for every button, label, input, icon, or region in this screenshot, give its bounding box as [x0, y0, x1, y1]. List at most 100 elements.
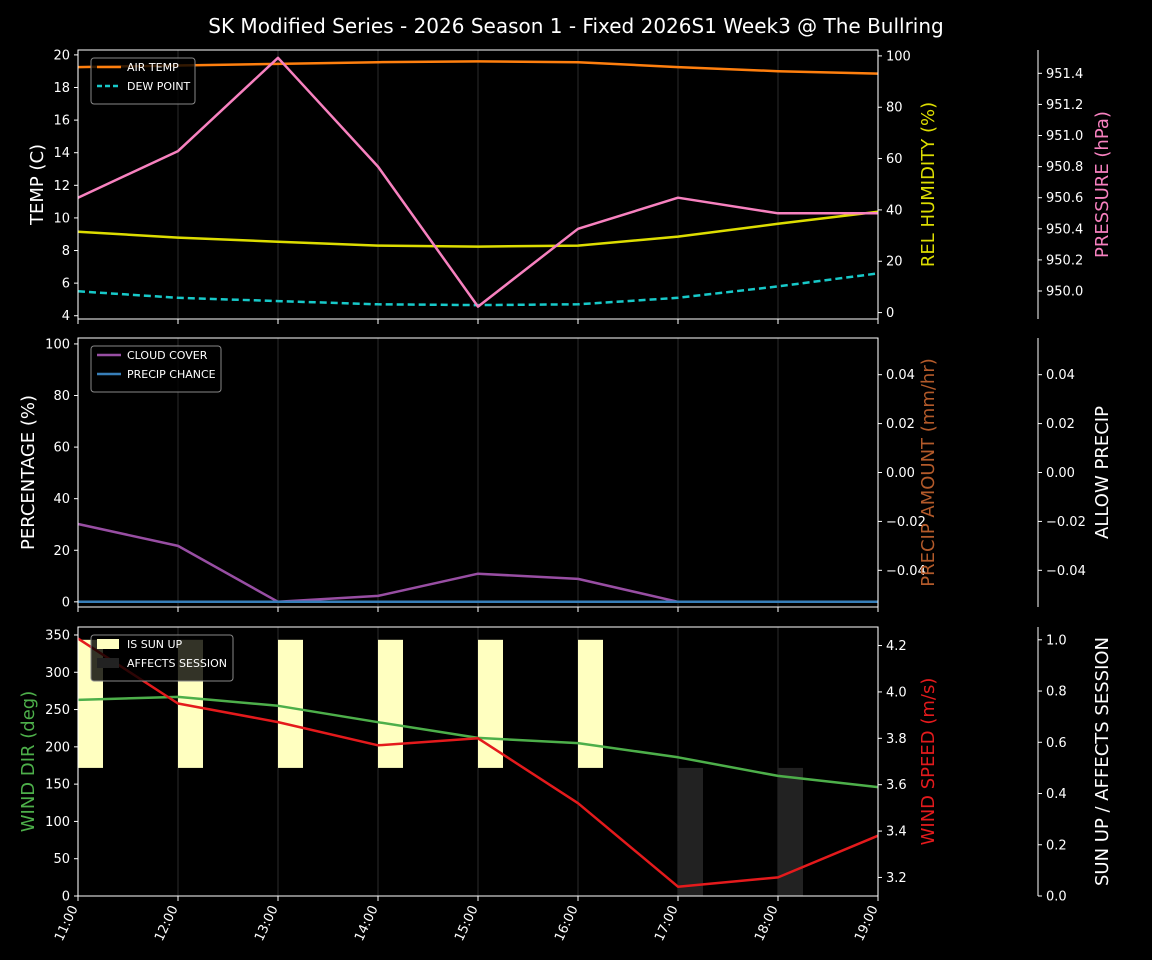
left-tick-label: 350: [45, 628, 70, 643]
bar-is-sun-up: [578, 639, 603, 768]
right-tick-label: 0.04: [886, 368, 915, 383]
right2-axis-label: SUN UP / AFFECTS SESSION: [1092, 637, 1113, 886]
right2-tick-label: 950.2: [1046, 253, 1083, 268]
left-tick-label: 16: [53, 114, 70, 129]
left-tick-label: 8: [62, 244, 70, 259]
left-tick-label: 18: [53, 81, 70, 96]
right-tick-label: 0.02: [886, 417, 915, 432]
right-tick-label: 4.0: [886, 685, 907, 700]
right2-tick-label: −0.02: [1046, 515, 1086, 530]
panel-2: 0 20 40 60 80 100 −0.04 −0.02 0.00 0.02 0.04 −0.04 −…: [18, 337, 1113, 612]
right2-tick-label: 0.04: [1046, 368, 1075, 383]
right-tick-label: 100: [886, 49, 911, 64]
legend-label: CLOUD COVER: [127, 349, 208, 362]
right2-tick-label: 0.8: [1046, 685, 1067, 700]
right2-tick-label: 950.6: [1046, 191, 1083, 206]
legend-box: [90, 345, 222, 393]
right-tick-label: 40: [886, 203, 903, 218]
left-tick-label: 6: [62, 277, 70, 292]
series-line-right-1: [77, 637, 879, 888]
legend-label: AFFECTS SESSION: [127, 657, 227, 670]
right-tick-label: 80: [886, 101, 903, 116]
x-tick-label: 15:00: [452, 903, 481, 943]
right-tick-label: 4.2: [886, 639, 907, 654]
bar-is-sun-up: [478, 639, 503, 768]
panel-3: 0 50 100 150 200 250 300 350 3.2 3.4 3.6 3.8 4.0 4.2 0…: [18, 626, 1113, 944]
left-tick-label: 0: [62, 890, 70, 905]
left-tick-label: 20: [53, 544, 70, 559]
legend: AIR TEMP DEW POINT: [90, 57, 196, 105]
left-tick-label: 12: [53, 179, 70, 194]
left-tick-label: 4: [62, 309, 70, 324]
right2-tick-label: 0.02: [1046, 417, 1075, 432]
x-tick-label: 13:00: [252, 903, 281, 943]
left-tick-label: 20: [53, 48, 70, 63]
right2-tick-label: 0.2: [1046, 838, 1067, 853]
right2-tick-label: 1.0: [1046, 633, 1067, 648]
right-axis-label: WIND SPEED (m/s): [918, 678, 939, 846]
x-tick-label: 12:00: [152, 903, 181, 943]
right2-tick-label: 0.4: [1046, 787, 1067, 802]
right-tick-label: 3.8: [886, 732, 907, 747]
right2-tick-label: 950.4: [1046, 222, 1083, 237]
right-tick-label: −0.02: [886, 515, 926, 530]
right2-tick-label: 950.8: [1046, 160, 1083, 175]
right-axis-label: PRECIP AMOUNT (mm/hr): [918, 358, 939, 587]
left-tick-label: 100: [45, 337, 70, 352]
x-tick-label: 19:00: [852, 903, 881, 943]
legend-label: PRECIP CHANCE: [127, 368, 216, 381]
left-tick-label: 50: [53, 852, 70, 867]
left-tick-label: 60: [53, 441, 70, 456]
x-tick-label: 17:00: [652, 903, 681, 943]
legend-swatch: [97, 639, 119, 649]
right2-tick-label: 0.00: [1046, 466, 1075, 481]
left-tick-label: 200: [45, 740, 70, 755]
right2-tick-label: 951.0: [1046, 129, 1083, 144]
left-tick-label: 40: [53, 492, 70, 507]
series-line-right-2: [77, 210, 879, 248]
left-tick-label: 100: [45, 815, 70, 830]
legend-swatch: [97, 658, 119, 668]
right-tick-label: 60: [886, 152, 903, 167]
chart-title: SK Modified Series - 2026 Season 1 - Fix…: [208, 14, 944, 38]
legend-box: [90, 57, 196, 105]
right-tick-label: 3.4: [886, 825, 907, 840]
left-tick-label: 300: [45, 666, 70, 681]
x-tick-label: 14:00: [352, 903, 381, 943]
left-axis-label: TEMP (C): [27, 144, 48, 226]
left-tick-label: 80: [53, 389, 70, 404]
series-line-right2-3: [77, 56, 878, 308]
right2-axis-label: ALLOW PRECIP: [1092, 406, 1113, 539]
right-tick-label: 3.6: [886, 778, 907, 793]
right-tick-label: −0.04: [886, 564, 926, 579]
left-tick-label: 10: [53, 211, 70, 226]
left-tick-label: 0: [62, 595, 70, 610]
right2-tick-label: 951.2: [1046, 98, 1083, 113]
right-tick-label: 3.2: [886, 871, 907, 886]
legend: IS SUN UP AFFECTS SESSION: [90, 634, 234, 682]
panel-1: 4 6 8 10 12 14 16 18 20 0 20 40 60 80 100 950.0 950.2 950…: [27, 48, 1113, 324]
left-tick-label: 150: [45, 778, 70, 793]
bar-is-sun-up: [278, 639, 303, 768]
bar-is-sun-up: [378, 639, 403, 768]
series-line-air-temp: [77, 60, 879, 75]
bar-affects-session: [678, 767, 703, 896]
right-tick-label: 20: [886, 255, 903, 270]
right2-tick-label: 0.6: [1046, 736, 1067, 751]
right2-tick-label: −0.04: [1046, 564, 1086, 579]
left-axis-label: WIND DIR (deg): [18, 691, 39, 833]
legend-label: AIR TEMP: [127, 61, 179, 74]
right2-tick-label: 950.0: [1046, 285, 1083, 300]
x-tick-label: 11:00: [52, 903, 81, 943]
legend: CLOUD COVER PRECIP CHANCE: [90, 345, 222, 393]
x-tick-label: 18:00: [752, 903, 781, 943]
right-tick-label: 0.00: [886, 466, 915, 481]
legend-box: [90, 634, 234, 682]
right2-tick-label: 951.4: [1046, 67, 1083, 82]
x-tick-label: 16:00: [552, 903, 581, 943]
right-tick-label: 0: [886, 306, 894, 321]
legend-label: DEW POINT: [127, 80, 191, 93]
right2-tick-label: 0.0: [1046, 890, 1067, 905]
left-tick-label: 250: [45, 703, 70, 718]
